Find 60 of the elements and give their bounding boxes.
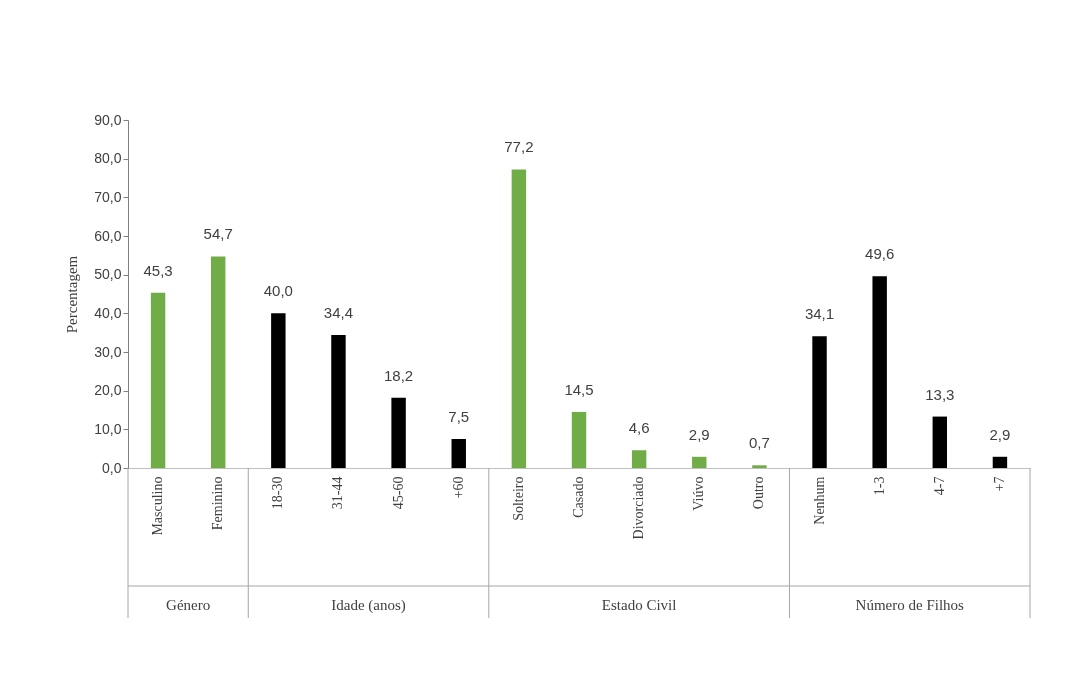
bar	[391, 397, 406, 468]
text: Género	[166, 597, 211, 613]
bar	[271, 313, 286, 468]
y-tick-label: 70,0	[94, 188, 122, 205]
text: Número de Filhos	[855, 597, 965, 613]
x-tick-label: +60	[450, 476, 466, 499]
data-label: 34,1	[804, 305, 835, 323]
y-tick-label: 40,0	[94, 304, 122, 321]
data-label: 7,5	[448, 408, 470, 425]
bar	[992, 456, 1008, 468]
text: Estado Civil	[601, 597, 677, 613]
x-tick-label: Solteiro	[510, 476, 526, 521]
y-tick-label: 10,0	[94, 420, 122, 437]
y-axis-title: Percentagem	[64, 255, 81, 334]
bar	[932, 416, 948, 468]
data-label: 45,3	[143, 261, 173, 279]
y-tick-label: 0,0	[102, 459, 122, 476]
bar	[210, 256, 226, 468]
data-label: 2,9	[989, 425, 1011, 443]
data-label: 18,2	[384, 366, 414, 384]
x-tick-label: Divorciado	[631, 476, 647, 540]
bar	[631, 450, 647, 468]
data-label: 13,3	[925, 385, 955, 403]
x-tick-label: Masculino	[150, 476, 166, 536]
y-tick-label: 20,0	[94, 382, 122, 399]
x-tick-label: 45-60	[390, 476, 406, 510]
bar	[812, 336, 827, 468]
x-tick-label: 1-3	[871, 476, 887, 496]
bar	[752, 465, 767, 468]
data-label: 4,6	[628, 419, 650, 437]
x-tick-label: 18-30	[270, 476, 286, 510]
y-tick-label: 50,0	[94, 266, 122, 283]
x-tick-label: Outro	[751, 476, 767, 510]
x-tick-label: +7	[991, 476, 1007, 492]
x-tick-label: Feminino	[210, 476, 226, 531]
data-label: 40,0	[263, 282, 293, 300]
x-tick-label: Nenhum	[811, 476, 827, 525]
x-tick-label: Casado	[571, 476, 586, 518]
bar	[331, 334, 346, 468]
data-label: 54,7	[203, 225, 233, 243]
data-label: 77,2	[504, 138, 534, 156]
bar	[451, 439, 466, 468]
data-label: 14,5	[564, 380, 594, 398]
bar	[571, 411, 587, 468]
x-tick-label: 31-44	[330, 476, 346, 510]
data-label: 0,7	[748, 434, 770, 452]
x-tick-label: Viúvo	[691, 476, 707, 511]
data-label: 49,6	[865, 245, 895, 263]
bar	[872, 276, 887, 468]
x-tick-label: 4-7	[931, 476, 947, 496]
bar	[511, 169, 527, 468]
y-tick-label: 80,0	[94, 150, 122, 167]
y-tick-label: 60,0	[94, 227, 122, 244]
text: Idade (anos)	[331, 597, 406, 614]
y-tick-label: 90,0	[94, 111, 122, 128]
y-tick-label: 30,0	[94, 343, 122, 360]
bar	[692, 456, 707, 468]
data-label: 34,4	[323, 303, 354, 321]
data-label: 2,9	[688, 425, 710, 443]
bar	[150, 292, 166, 468]
